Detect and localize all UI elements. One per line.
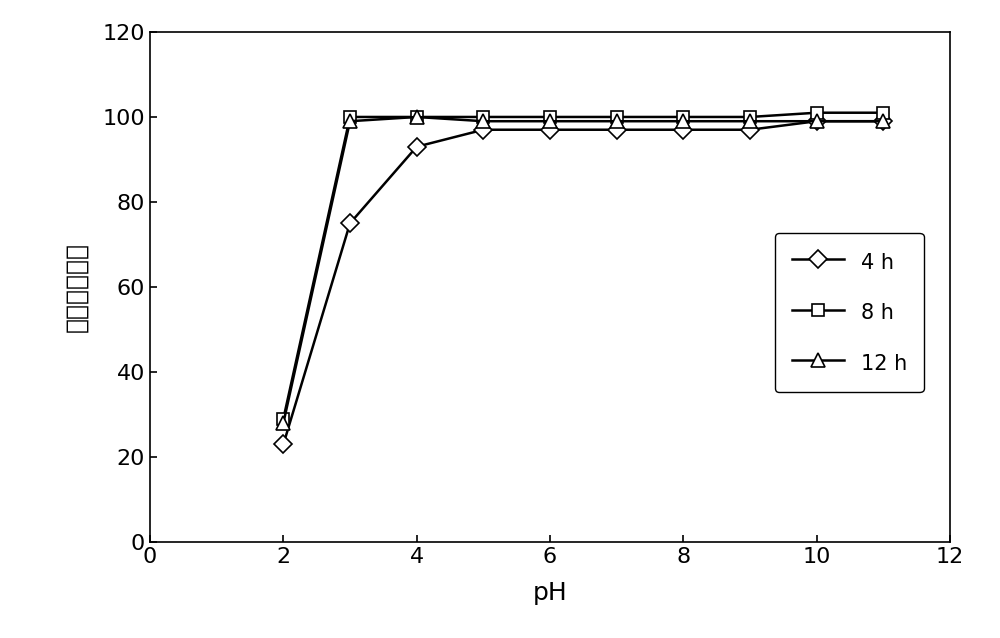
12 h — [744, 117, 756, 125]
8 h — [811, 109, 823, 117]
4 h — [744, 126, 756, 133]
8 h — [877, 109, 889, 117]
4 h — [411, 143, 423, 151]
12 h — [277, 419, 289, 427]
12 h — [811, 117, 823, 125]
8 h — [477, 113, 489, 121]
8 h — [277, 415, 289, 423]
4 h — [811, 117, 823, 125]
X-axis label: pH: pH — [533, 581, 567, 605]
8 h — [344, 113, 356, 121]
8 h — [677, 113, 689, 121]
12 h — [344, 117, 356, 125]
Line: 4 h: 4 h — [277, 115, 890, 450]
4 h — [677, 126, 689, 133]
4 h — [611, 126, 623, 133]
4 h — [277, 441, 289, 449]
4 h — [544, 126, 556, 133]
Y-axis label: 脱色率（％）: 脱色率（％） — [65, 242, 89, 332]
Legend: 4 h, 8 h, 12 h: 4 h, 8 h, 12 h — [775, 233, 924, 392]
Line: 12 h: 12 h — [276, 110, 890, 430]
8 h — [744, 113, 756, 121]
12 h — [411, 113, 423, 121]
12 h — [477, 117, 489, 125]
4 h — [344, 219, 356, 227]
12 h — [611, 117, 623, 125]
Line: 8 h: 8 h — [277, 107, 890, 425]
12 h — [877, 117, 889, 125]
8 h — [544, 113, 556, 121]
12 h — [677, 117, 689, 125]
8 h — [611, 113, 623, 121]
12 h — [544, 117, 556, 125]
8 h — [411, 113, 423, 121]
4 h — [477, 126, 489, 133]
4 h — [877, 117, 889, 125]
